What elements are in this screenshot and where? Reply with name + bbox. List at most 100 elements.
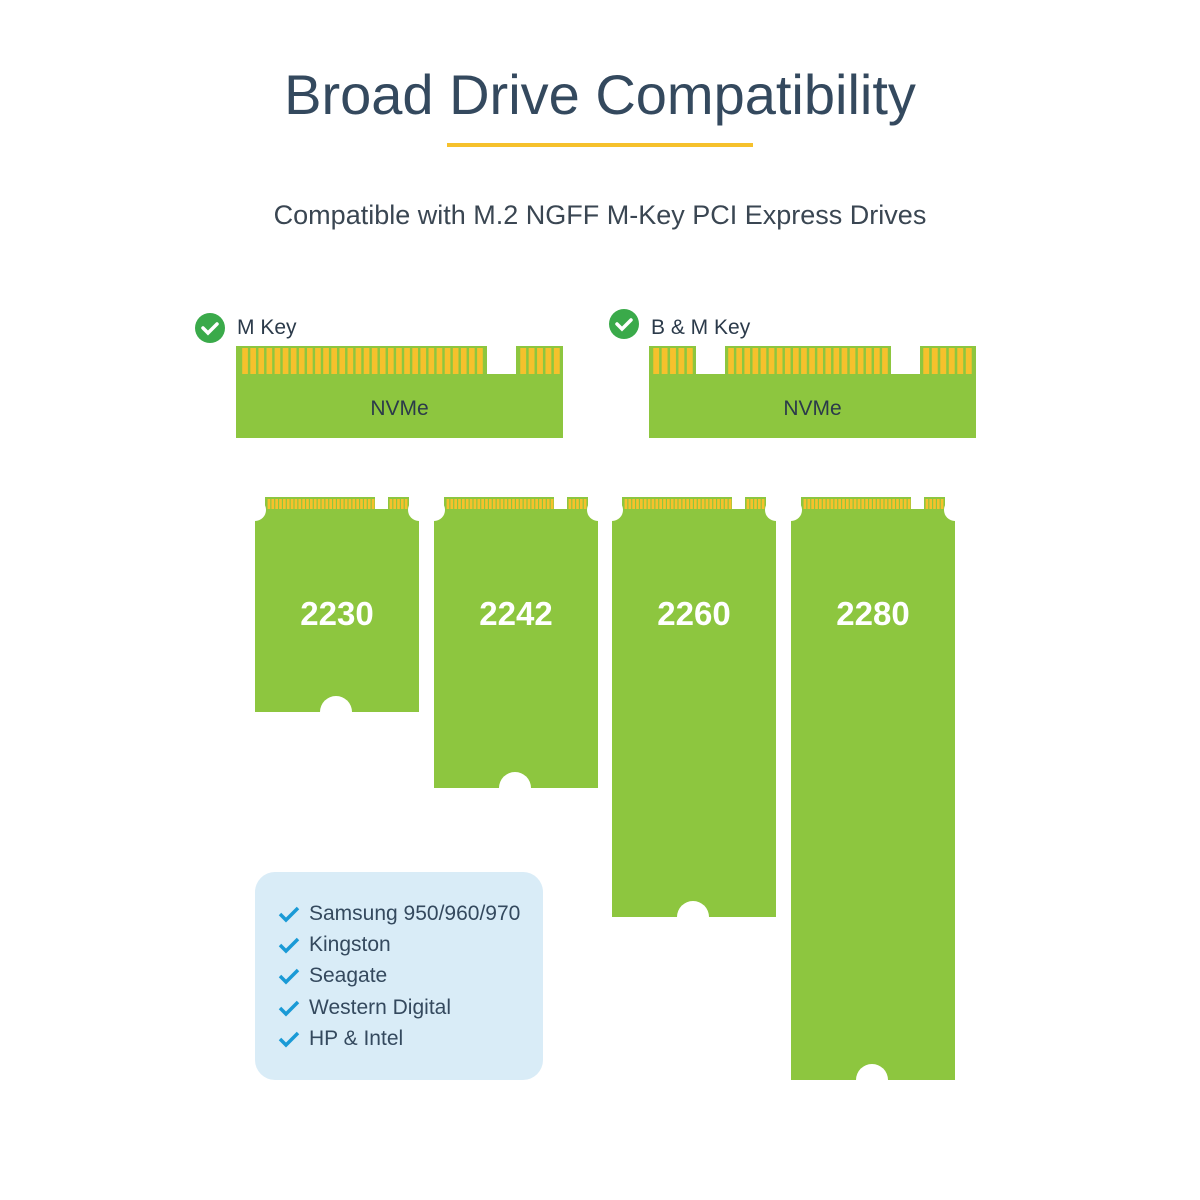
connector-pin	[873, 499, 876, 509]
connector-pin	[388, 348, 394, 374]
connector-pin	[321, 499, 325, 509]
connector-pin	[659, 499, 662, 509]
connector-pin	[793, 348, 799, 374]
connector-pin	[404, 499, 408, 509]
connector-pin	[469, 499, 473, 509]
connector-pin	[841, 348, 848, 374]
check-icon	[278, 1000, 300, 1017]
connector-pin	[290, 348, 297, 374]
connector-pin	[651, 499, 655, 509]
drive-card-2280: 2280	[780, 497, 966, 1096]
connector-pin	[801, 348, 807, 374]
connector-pin	[757, 499, 761, 509]
connector-pin	[520, 348, 527, 374]
connector-pin	[583, 499, 587, 509]
drive-card-2260: 2260	[601, 497, 787, 933]
connector-pin	[667, 499, 670, 509]
connector-pin	[508, 499, 511, 509]
connector-pin	[298, 348, 305, 374]
connector-pin	[957, 348, 964, 374]
title-underline	[447, 143, 753, 147]
connector-pin	[842, 499, 845, 509]
connector-pin	[686, 499, 689, 509]
connector-pin	[750, 499, 754, 509]
connector-pin	[892, 499, 895, 509]
connector-pin	[545, 348, 552, 374]
connector-pin	[579, 499, 583, 509]
connector-pin	[624, 499, 628, 509]
connector-pin	[869, 499, 872, 509]
connector-pin	[420, 348, 427, 374]
connector-pin	[465, 499, 469, 509]
connector-pin	[931, 348, 938, 374]
connector-pin	[307, 348, 313, 374]
connector-pin	[290, 499, 294, 509]
connector-pin	[948, 348, 955, 374]
connector-pin	[323, 348, 329, 374]
connector-pin	[713, 499, 716, 509]
key-notch	[554, 497, 567, 509]
connector-pin	[929, 499, 933, 509]
connector-pin	[454, 499, 457, 509]
connector-pin	[446, 499, 450, 509]
connector-pin	[754, 499, 757, 509]
subtitle: Compatible with M.2 NGFF M-Key PCI Expre…	[273, 200, 927, 230]
connector-pin	[884, 499, 888, 509]
connector-pin	[653, 348, 660, 374]
drive-size-label: 2260	[657, 595, 730, 632]
connector-pin	[861, 499, 865, 509]
connector-pin	[728, 499, 732, 509]
connector-pin	[907, 499, 911, 509]
connector-pin	[744, 348, 751, 374]
connector-pin	[670, 348, 676, 374]
connector-pin	[306, 499, 309, 509]
connector-pin	[736, 348, 742, 374]
connector-pin	[298, 499, 302, 509]
connector-pin	[282, 348, 289, 374]
drive-size-label: 2242	[479, 595, 552, 632]
connector-pin	[393, 499, 397, 509]
connector-pin	[819, 499, 822, 509]
connector-pin	[313, 499, 317, 509]
connector-pin	[846, 499, 849, 509]
connector-pin	[477, 499, 481, 509]
connector-pin	[352, 499, 356, 509]
check-icon	[278, 1031, 300, 1048]
page-title: Broad Drive Compatibility	[284, 63, 916, 126]
connector-pin	[371, 348, 378, 374]
connector-pin	[849, 499, 853, 509]
connector-pin	[339, 348, 346, 374]
connector-pin	[833, 348, 840, 374]
list-item: Kingston	[277, 933, 391, 957]
connector-pin	[535, 499, 538, 509]
connector-pin	[539, 499, 542, 509]
check-badge-icon	[195, 313, 225, 343]
connector-pin	[760, 348, 767, 374]
connector-pin	[458, 499, 461, 509]
connector-pin	[519, 499, 523, 509]
connector-pin	[286, 499, 290, 509]
connector-pin	[543, 499, 546, 509]
connector-pin	[728, 348, 734, 374]
connector-pin	[363, 348, 370, 374]
connector-pin	[528, 348, 535, 374]
connector-pin	[489, 499, 492, 509]
connector-pin	[822, 499, 826, 509]
connector-pin	[344, 499, 348, 509]
connector-pin	[701, 499, 705, 509]
connector-pin	[531, 499, 535, 509]
drive-pcb	[791, 510, 955, 1080]
connector-pin	[333, 499, 336, 509]
connector-pin	[838, 499, 841, 509]
connector-pin	[888, 499, 892, 509]
connector-pin	[853, 499, 857, 509]
connector-pin	[492, 499, 496, 509]
connector-pin	[315, 348, 321, 374]
connector-pin	[724, 499, 728, 509]
connector-pin	[746, 499, 750, 509]
key-notch	[891, 346, 920, 374]
drive-pcb	[255, 510, 419, 712]
connector-pin	[367, 499, 371, 509]
key-notch	[696, 346, 725, 374]
